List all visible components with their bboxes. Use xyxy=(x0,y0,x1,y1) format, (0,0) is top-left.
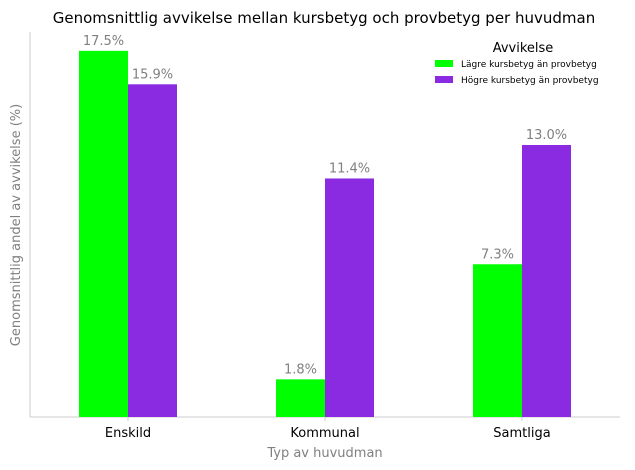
bar-higher-samtliga xyxy=(522,144,571,417)
bar-higher-kommunal xyxy=(325,178,374,417)
data-label-higher-samtliga: 13.0% xyxy=(526,128,567,143)
legend-swatch-lower xyxy=(435,60,453,67)
data-label-lower-enskild: 17.5% xyxy=(83,34,124,49)
x-ticks-group: Enskild Kommunal Samtliga xyxy=(105,417,551,441)
bar-lower-enskild xyxy=(79,50,128,418)
data-label-higher-kommunal: 11.4% xyxy=(329,161,370,176)
bars-group xyxy=(79,50,571,418)
legend-swatch-higher xyxy=(435,76,453,83)
data-labels-group: 17.5% 15.9% 1.8% 11.4% 7.3% 13.0% xyxy=(83,34,567,378)
legend: Avvikelse Lägre kursbetyg än provbetyg H… xyxy=(435,41,599,86)
bar-lower-kommunal xyxy=(276,379,325,417)
data-label-higher-enskild: 15.9% xyxy=(132,67,173,82)
legend-title: Avvikelse xyxy=(493,41,554,56)
bar-lower-samtliga xyxy=(473,264,522,417)
legend-label-higher: Högre kursbetyg än provbetyg xyxy=(461,76,599,86)
legend-label-lower: Lägre kursbetyg än provbetyg xyxy=(461,60,597,70)
data-label-lower-samtliga: 7.3% xyxy=(481,247,514,262)
y-axis-label: Genomsnittlig andel av avvikelse (%) xyxy=(9,104,24,346)
x-axis-label: Typ av huvudman xyxy=(266,446,382,461)
x-tick-label-samtliga: Samtliga xyxy=(493,426,550,441)
data-label-lower-kommunal: 1.8% xyxy=(284,362,317,377)
bar-higher-enskild xyxy=(128,84,177,417)
x-tick-label-kommunal: Kommunal xyxy=(290,426,359,441)
x-tick-label-enskild: Enskild xyxy=(105,426,151,441)
chart-title: Genomsnittlig avvikelse mellan kursbetyg… xyxy=(53,9,595,27)
